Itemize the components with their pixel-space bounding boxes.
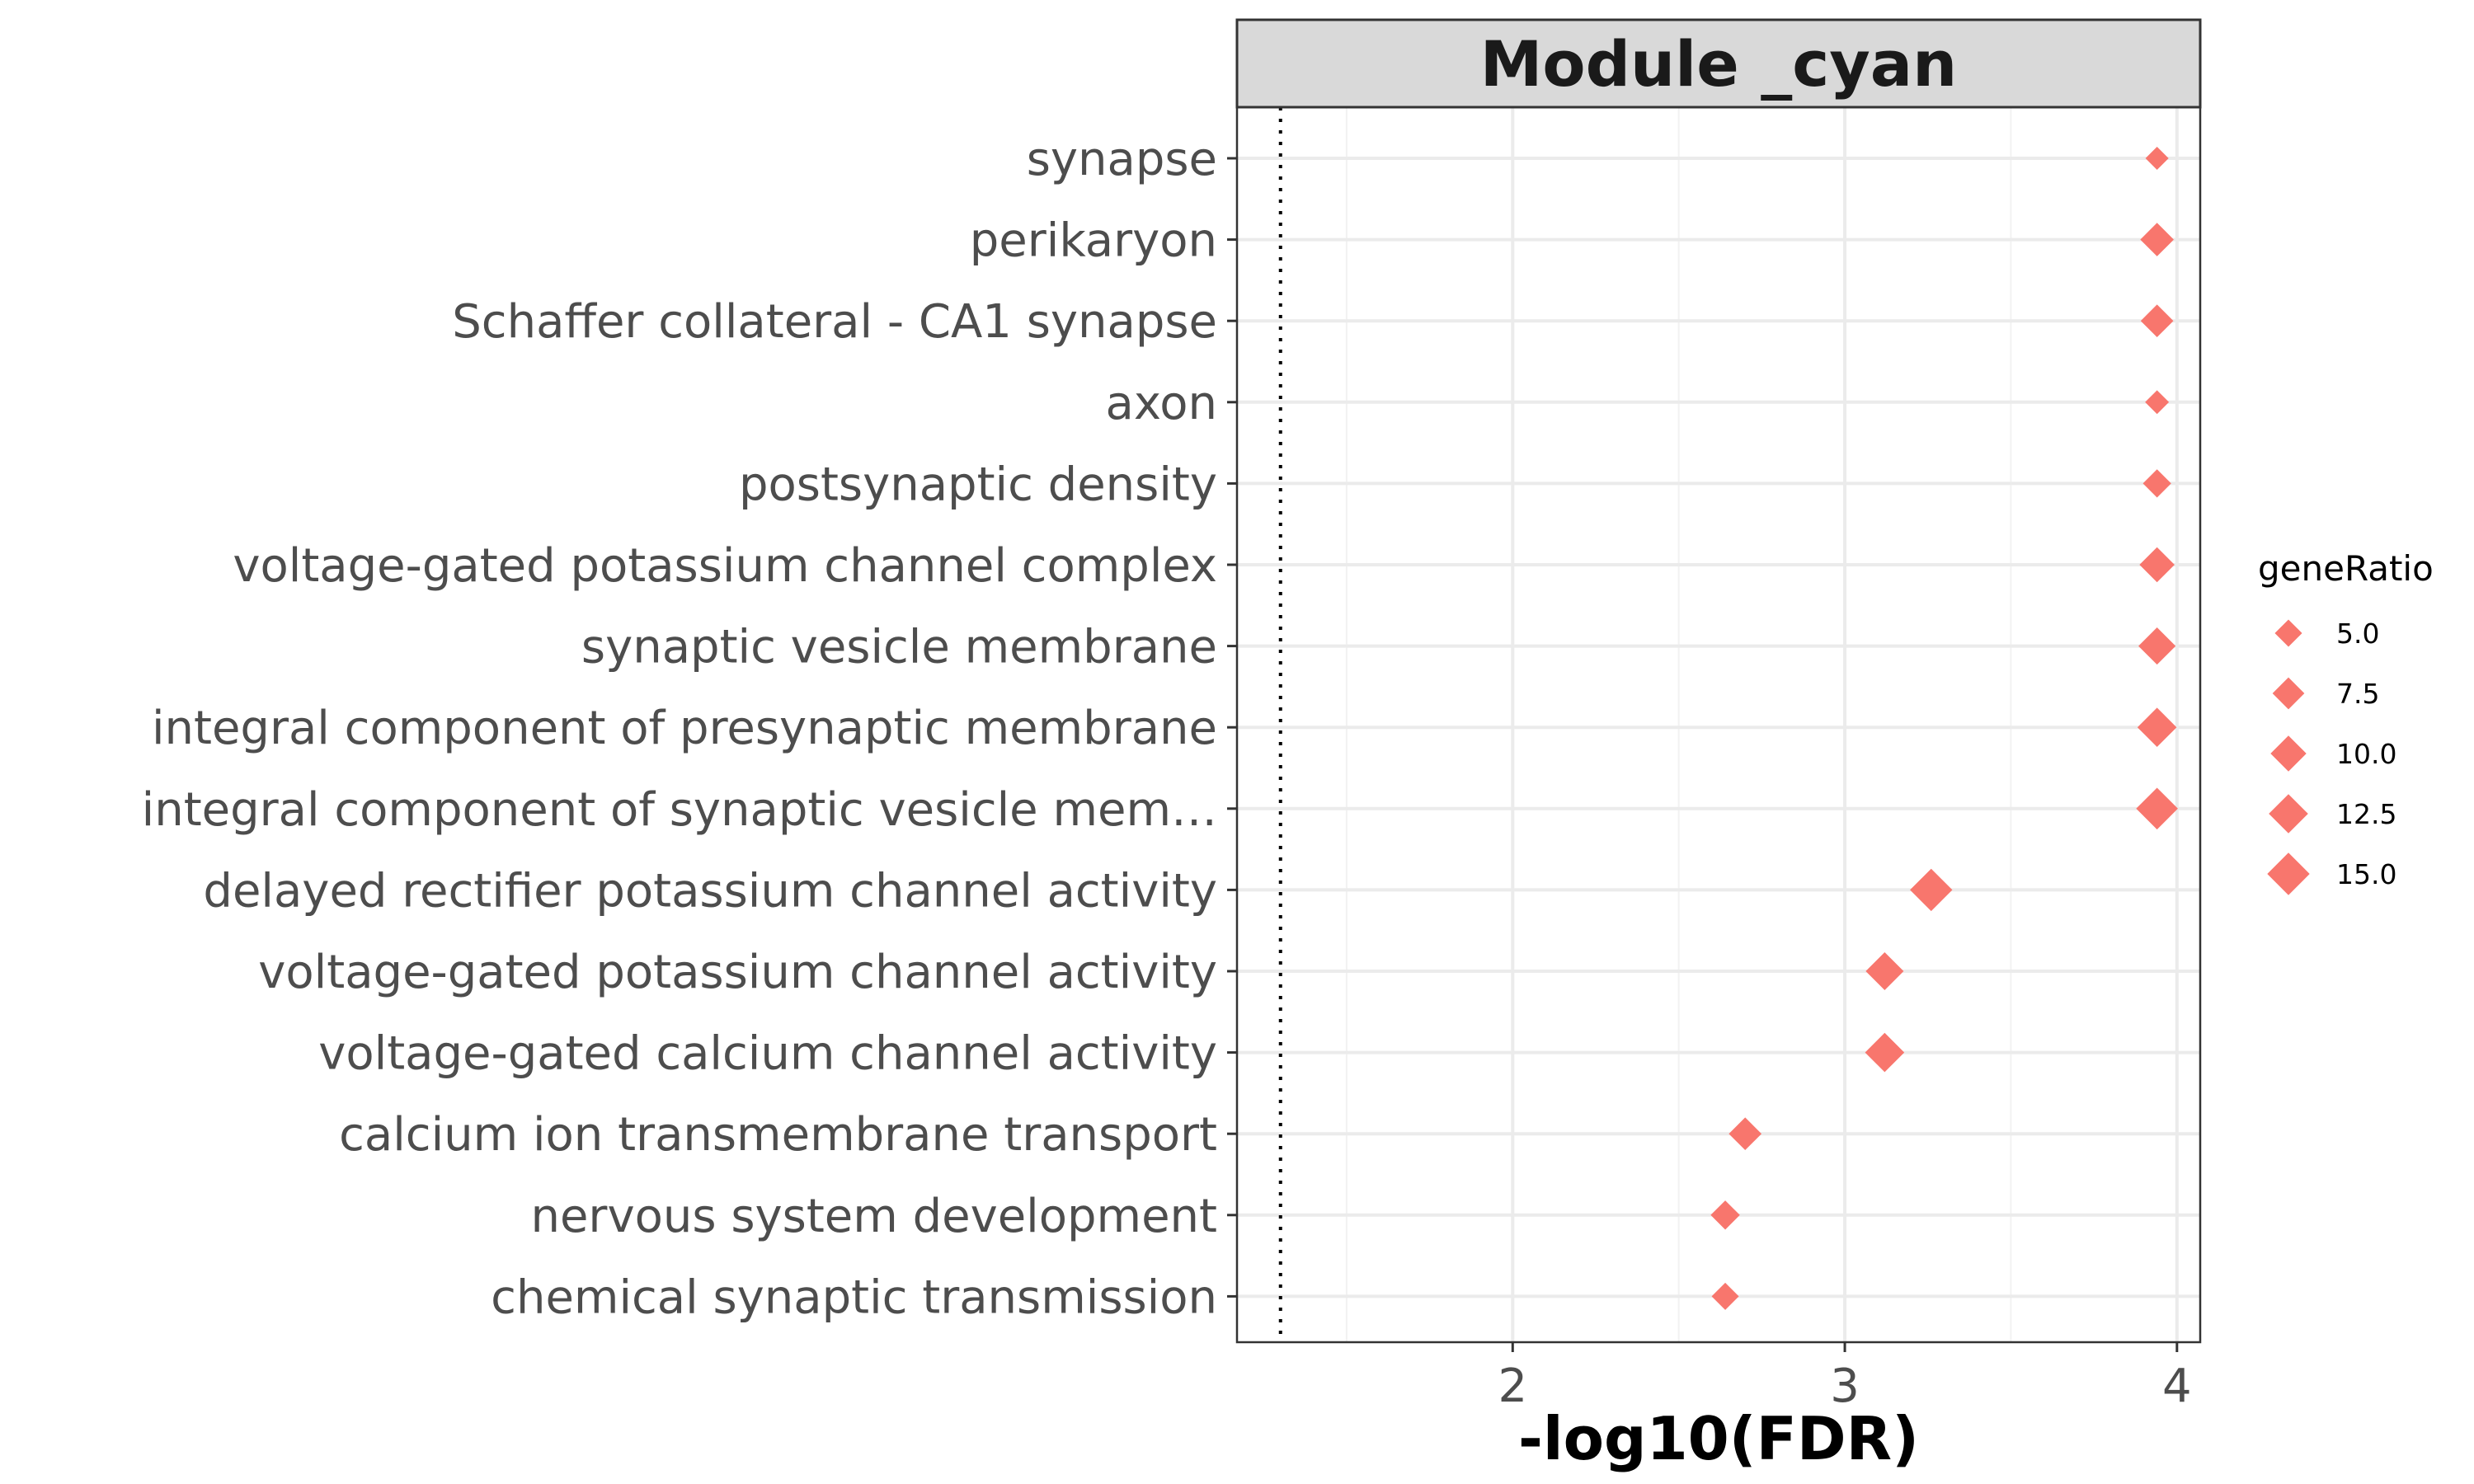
data-point (2139, 547, 2175, 583)
legend-key (2274, 619, 2302, 647)
data-point (1865, 1032, 1905, 1073)
legend-label: 10.0 (2336, 738, 2396, 770)
facet-strip (1235, 18, 2202, 109)
data-point (1729, 1117, 1762, 1151)
x-axis-labels: 2 3 4 (1498, 1360, 2191, 1413)
y-axis-ticks (1227, 157, 1237, 1298)
y-tick-label: axon (1106, 377, 1218, 430)
y-tick-label: integral component of synaptic vesicle m… (142, 783, 1217, 837)
data-point (2145, 390, 2170, 415)
legend-label: 12.5 (2336, 798, 2396, 830)
data-point (2137, 707, 2177, 747)
data-point (1711, 1282, 1739, 1310)
y-tick-label: synaptic vesicle membrane (581, 621, 1217, 674)
legend-key (2267, 852, 2310, 895)
y-tick-label: synapse (1027, 133, 1217, 186)
y-axis-labels: synapse perikaryon Schaffer collateral - C… (142, 133, 1217, 1324)
legend-key (2272, 677, 2305, 710)
data-point (2140, 304, 2174, 338)
legend: 5.0 7.5 10.0 12.5 15.0 (2267, 618, 2396, 895)
x-axis-ticks (1511, 1342, 2179, 1352)
y-tick-label: nervous system development (530, 1190, 1217, 1243)
legend-label: 15.0 (2336, 858, 2396, 890)
data-point (1865, 952, 1904, 990)
major-gridlines (1237, 107, 2200, 1342)
legend-label: 7.5 (2336, 678, 2379, 710)
y-tick-label: calcium ion transmembrane transport (339, 1108, 1217, 1162)
y-tick-label: Schaffer collateral - CA1 synapse (452, 295, 1217, 349)
y-tick-label: integral component of presynaptic membra… (152, 702, 1217, 755)
y-tick-label: voltage-gated potassium channel activity (258, 946, 1217, 999)
data-point (2138, 627, 2176, 665)
legend-key (2270, 735, 2307, 772)
x-tick-label: 2 (1498, 1360, 1527, 1413)
data-point (2142, 469, 2171, 498)
chart-title: Module _cyan (1480, 27, 1957, 101)
x-tick-label: 4 (2162, 1360, 2192, 1413)
legend-key (2269, 794, 2308, 834)
y-tick-label: chemical synaptic transmission (491, 1270, 1217, 1324)
y-tick-label: voltage-gated calcium channel activity (318, 1027, 1217, 1081)
y-tick-label: delayed rectifier potassium channel acti… (203, 864, 1217, 918)
data-point (1710, 1200, 1740, 1230)
x-tick-label: 3 (1830, 1360, 1860, 1413)
legend-label: 5.0 (2336, 618, 2379, 650)
legend-title: geneRatio (2258, 548, 2434, 589)
plot-panel (1237, 107, 2200, 1342)
data-point (2140, 223, 2174, 256)
data-point (2136, 787, 2178, 830)
x-axis-title: -log10(FDR) (1518, 1404, 1919, 1473)
data-point (2145, 146, 2169, 171)
y-tick-label: postsynaptic density (739, 458, 1217, 511)
data-point (1910, 868, 1953, 912)
y-tick-label: perikaryon (970, 214, 1217, 268)
y-tick-label: voltage-gated potassium channel complex (233, 539, 1217, 593)
data-points (1710, 146, 2178, 1310)
minor-gridlines (1345, 107, 2012, 1342)
